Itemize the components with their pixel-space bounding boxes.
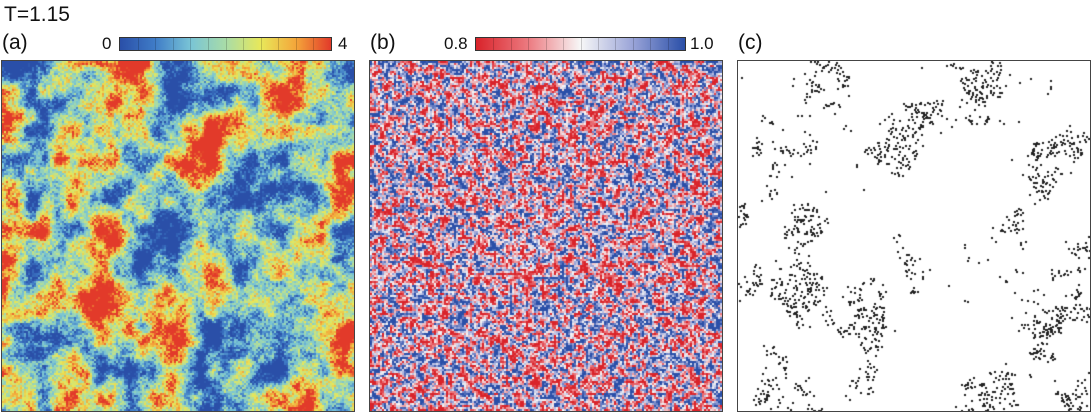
colorbar-tick xyxy=(545,38,547,50)
panel-c-label: (c) xyxy=(738,31,763,54)
colorbar-tick xyxy=(260,38,262,50)
colorbar-tick xyxy=(172,38,174,50)
colorbar-tick xyxy=(563,38,565,50)
panel-c-map xyxy=(737,60,1091,412)
colorbar-a-min-label: 0 xyxy=(102,34,112,53)
colorbar-tick xyxy=(667,38,669,50)
panel-b-map xyxy=(369,60,723,412)
colorbar-a xyxy=(119,37,332,51)
colorbar-tick xyxy=(155,38,157,50)
colorbar-tick xyxy=(632,38,634,50)
colorbar-tick xyxy=(295,38,297,50)
panel-a-label: (a) xyxy=(2,31,28,54)
colorbar-tick xyxy=(313,38,315,50)
colorbar-b xyxy=(475,37,686,51)
colorbar-tick xyxy=(580,38,582,50)
colorbar-tick xyxy=(650,38,652,50)
panel-a-map xyxy=(1,60,355,412)
colorbar-tick xyxy=(528,38,530,50)
colorbar-tick xyxy=(225,38,227,50)
colorbar-tick xyxy=(243,38,245,50)
colorbar-b-max-label: 1.0 xyxy=(690,34,714,53)
colorbar-tick xyxy=(615,38,617,50)
figure-title: T=1.15 xyxy=(4,3,70,26)
colorbar-tick xyxy=(137,38,139,50)
colorbar-tick xyxy=(207,38,209,50)
panel-c-canvas xyxy=(738,61,1090,411)
panel-b-canvas xyxy=(370,61,722,411)
colorbar-tick xyxy=(510,38,512,50)
colorbar-a-max-label: 4 xyxy=(338,34,348,53)
colorbar-tick xyxy=(493,38,495,50)
colorbar-tick xyxy=(190,38,192,50)
colorbar-tick xyxy=(278,38,280,50)
panel-b-label: (b) xyxy=(370,31,396,54)
colorbar-tick xyxy=(597,38,599,50)
colorbar-b-min-label: 0.8 xyxy=(444,34,468,53)
panel-a-canvas xyxy=(2,61,354,411)
